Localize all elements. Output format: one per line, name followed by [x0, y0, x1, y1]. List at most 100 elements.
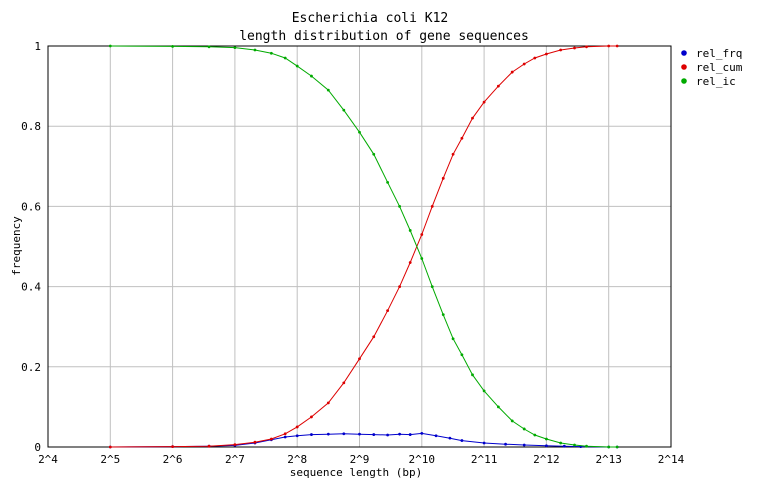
- y-tick-label: 0: [34, 441, 41, 454]
- data-point-rel_ic: [310, 74, 313, 78]
- data-point-rel_cum: [451, 152, 455, 156]
- x-tick-label: 2^5: [100, 453, 120, 466]
- data-point-rel_cum: [420, 233, 424, 236]
- y-axis-label: frequency: [10, 216, 23, 276]
- data-point-rel_cum: [522, 62, 526, 66]
- data-point-rel_cum: [573, 46, 576, 50]
- data-point-rel_ic: [441, 313, 445, 317]
- data-point-rel_cum: [441, 176, 445, 180]
- data-point-rel_frq: [545, 444, 548, 448]
- data-point-rel_ic: [283, 56, 287, 60]
- axis-tick-labels: 2^4 2^5 2^6 2^7 2^8 2^9 2^10 2^11 2^12 2^13 2^14 0 0…: [21, 40, 684, 466]
- y-tick-label: 0.4: [21, 281, 41, 294]
- x-tick-label: 2^6: [163, 453, 183, 466]
- data-point-rel_ic: [471, 373, 474, 377]
- data-point-rel_ic: [398, 205, 402, 208]
- data-point-rel_frq: [504, 442, 507, 446]
- plot-frame: [47, 45, 672, 448]
- data-point-rel_ic: [171, 45, 175, 48]
- data-point-rel_ic: [533, 433, 537, 437]
- x-tick-label: 2^14: [658, 453, 685, 466]
- data-point-rel_cum: [510, 70, 514, 74]
- data-point-rel_ic: [482, 389, 486, 393]
- data-point-rel_cum: [207, 444, 211, 448]
- legend-label-rel_cum: rel_cum: [696, 61, 743, 74]
- legend-marker-rel_cum: [681, 64, 687, 70]
- x-tick-label: 2^8: [287, 453, 307, 466]
- data-point-rel_cum: [283, 432, 287, 436]
- legend-marker-rel_frq: [681, 50, 687, 56]
- data-point-rel_cum: [372, 335, 376, 339]
- x-tick-label: 2^7: [225, 453, 245, 466]
- data-point-rel_ic: [545, 437, 548, 441]
- data-point-rel_frq: [386, 433, 390, 437]
- x-tick-label: 2^9: [350, 453, 370, 466]
- data-point-rel_ic: [408, 229, 412, 232]
- x-tick-label: 2^10: [409, 453, 436, 466]
- series-line-rel_frq: [110, 432, 618, 448]
- legend-marker-rel_ic: [681, 78, 687, 84]
- data-point-rel_ic: [372, 152, 376, 156]
- data-point-rel_frq: [420, 431, 424, 435]
- data-point-rel_cum: [326, 401, 330, 405]
- y-tick-label: 0.2: [21, 361, 41, 374]
- data-point-rel_ic: [233, 46, 237, 50]
- y-tick-label: 1: [34, 40, 41, 53]
- data-point-rel_cum: [559, 48, 563, 52]
- data-point-rel_ic: [451, 337, 455, 341]
- data-point-rel_frq: [295, 434, 299, 438]
- data-point-rel_cum: [171, 445, 175, 448]
- chart-title: Escherichia coli K12: [292, 11, 449, 26]
- y-tick-label: 0.6: [21, 200, 41, 213]
- data-point-rel_ic: [615, 445, 619, 449]
- data-point-rel_ic: [585, 444, 588, 448]
- data-point-rel_cum: [607, 44, 611, 48]
- data-point-rel_ic: [207, 45, 211, 49]
- data-point-rel_ic: [295, 64, 299, 68]
- data-point-rel_cum: [358, 357, 361, 361]
- data-point-rel_ic: [460, 353, 464, 357]
- data-point-rel_ic: [522, 427, 526, 431]
- data-point-rel_frq: [358, 432, 361, 436]
- data-point-rel_cum: [310, 415, 313, 419]
- data-point-rel_cum: [471, 116, 474, 120]
- data-point-rel_ic: [386, 180, 390, 184]
- data-point-rel_cum: [533, 56, 537, 60]
- data-point-rel_ic: [430, 285, 434, 288]
- data-point-rel_frq: [310, 433, 313, 436]
- data-point-rel_frq: [408, 433, 412, 436]
- data-point-rel_ic: [420, 257, 424, 260]
- data-point-rel_cum: [253, 440, 257, 444]
- series-layer: [108, 44, 619, 449]
- data-point-rel_ic: [269, 51, 273, 55]
- data-point-rel_cum: [295, 425, 299, 429]
- data-point-rel_cum: [482, 100, 486, 104]
- data-point-rel_cum: [386, 309, 390, 313]
- data-point-rel_ic: [573, 443, 576, 447]
- data-point-rel_ic: [358, 130, 361, 134]
- data-point-rel_frq: [460, 439, 464, 442]
- data-point-rel_frq: [562, 444, 566, 448]
- data-point-rel_cum: [430, 205, 434, 208]
- data-point-rel_cum: [496, 84, 500, 88]
- data-point-rel_cum: [460, 136, 464, 140]
- x-tick-label: 2^13: [595, 453, 622, 466]
- data-point-rel_frq: [283, 435, 287, 439]
- data-point-rel_ic: [108, 44, 112, 48]
- x-tick-label: 2^11: [471, 453, 498, 466]
- data-point-rel_frq: [434, 434, 438, 438]
- data-point-rel_frq: [448, 436, 452, 440]
- grid: [48, 46, 671, 447]
- data-point-rel_cum: [615, 44, 619, 48]
- data-point-rel_cum: [408, 261, 412, 264]
- data-point-rel_cum: [545, 52, 548, 56]
- data-point-rel_cum: [342, 381, 346, 385]
- data-point-rel_frq: [372, 433, 376, 436]
- data-point-rel_ic: [496, 405, 500, 409]
- x-tick-label: 2^4: [38, 453, 58, 466]
- data-point-rel_ic: [342, 108, 346, 112]
- chart-subtitle: length distribution of gene sequences: [239, 29, 529, 44]
- data-point-rel_frq: [342, 432, 346, 436]
- data-point-rel_frq: [326, 432, 330, 436]
